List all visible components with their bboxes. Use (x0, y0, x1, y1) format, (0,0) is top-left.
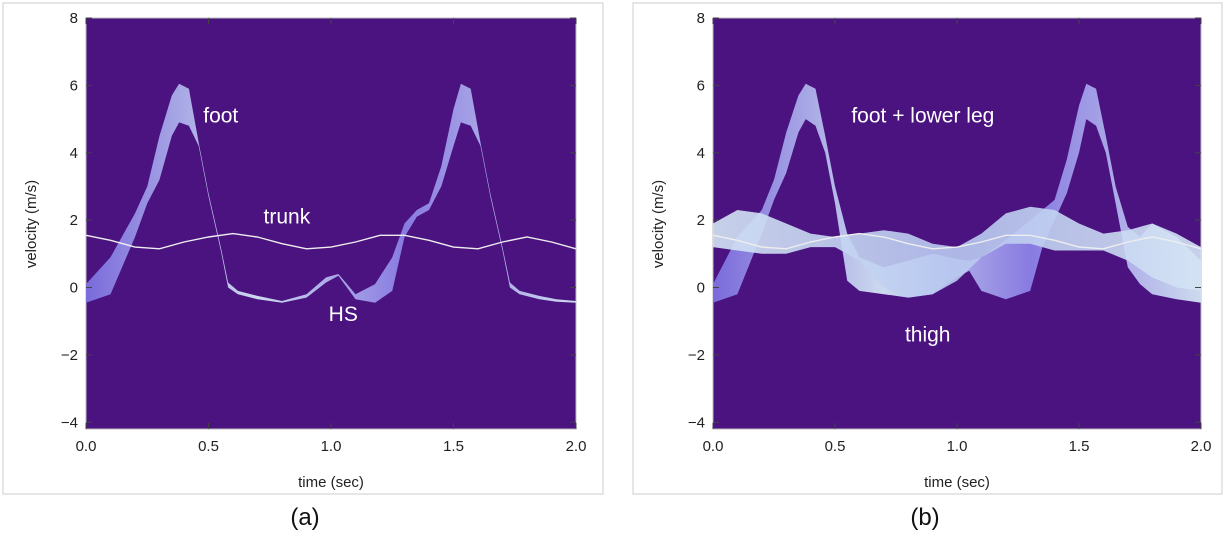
y-tick-label: 4 (70, 145, 78, 162)
x-ticks-a: 0.0 0.5 1.0 1.5 2.0 (76, 18, 587, 455)
annotation-label: thigh (905, 323, 951, 346)
x-ticks-b: 0.0 0.5 1.0 1.5 2.0 (703, 18, 1212, 455)
panel-b-frame (632, 2, 1223, 495)
x-tick-label: 1.0 (947, 438, 968, 455)
x-tick-label: 1.5 (1069, 438, 1090, 455)
band-series-b-0 (713, 83, 1201, 303)
y-tick-label: −4 (688, 414, 705, 431)
y-tick-label: 8 (70, 10, 78, 27)
plot-area-a (85, 17, 577, 430)
band-series-b-1 (713, 206, 1201, 298)
x-tick-label: 2.0 (1191, 438, 1212, 455)
y-tick-label: −2 (688, 347, 705, 364)
y-tick-label: 4 (697, 145, 705, 162)
marks-b (712, 83, 1202, 303)
line-series-a-1 (85, 232, 577, 250)
y-tick-label: 8 (697, 10, 705, 27)
y-tick-label: 0 (697, 280, 705, 297)
annotations-b: foot + lower leg thigh (851, 104, 994, 346)
annotation-label: foot (203, 104, 238, 127)
marks-a (85, 83, 577, 303)
y-ticks-a: −4 −2 0 2 4 6 8 (61, 10, 576, 431)
y-ticks-b: −4 −2 0 2 4 6 8 (688, 10, 1201, 431)
panel-b: −4 −2 0 2 4 6 8 0.0 0.5 1.0 1.5 2.0 foot + lower l… (632, 2, 1223, 531)
x-axis-label-a: time (sec) (298, 474, 364, 491)
x-axis-label-b: time (sec) (924, 474, 990, 491)
annotation-label: HS (329, 303, 358, 326)
annotation-label: trunk (264, 206, 311, 229)
y-tick-label: 2 (70, 212, 78, 229)
annotations-a: foot trunk HS (203, 104, 358, 326)
y-tick-label: −2 (61, 347, 78, 364)
x-tick-label: 0.5 (198, 438, 219, 455)
x-tick-label: 0.0 (703, 438, 724, 455)
y-tick-label: 0 (70, 280, 78, 297)
y-tick-label: 6 (697, 77, 705, 94)
y-axis-label-a: velocity (m/s) (23, 180, 40, 268)
panel-caption-a: (a) (290, 504, 319, 531)
x-tick-label: 0.0 (76, 438, 97, 455)
panel-caption-b: (b) (910, 504, 939, 531)
panel-a-frame (2, 2, 604, 495)
line-series-b-2 (712, 232, 1202, 250)
y-tick-label: 2 (697, 212, 705, 229)
y-axis-label-b: velocity (m/s) (650, 180, 667, 268)
x-tick-label: 1.0 (321, 438, 342, 455)
annotation-label: foot + lower leg (851, 104, 994, 127)
panel-a: −4 −2 0 2 4 6 8 0.0 0.5 1.0 1.5 2.0 foot trunk HS ti… (2, 2, 604, 531)
x-tick-label: 0.5 (825, 438, 846, 455)
y-tick-label: 6 (70, 77, 78, 94)
y-tick-label: −4 (61, 414, 78, 431)
x-tick-label: 1.5 (443, 438, 464, 455)
x-tick-label: 2.0 (566, 438, 587, 455)
band-series-a-0 (86, 83, 576, 303)
